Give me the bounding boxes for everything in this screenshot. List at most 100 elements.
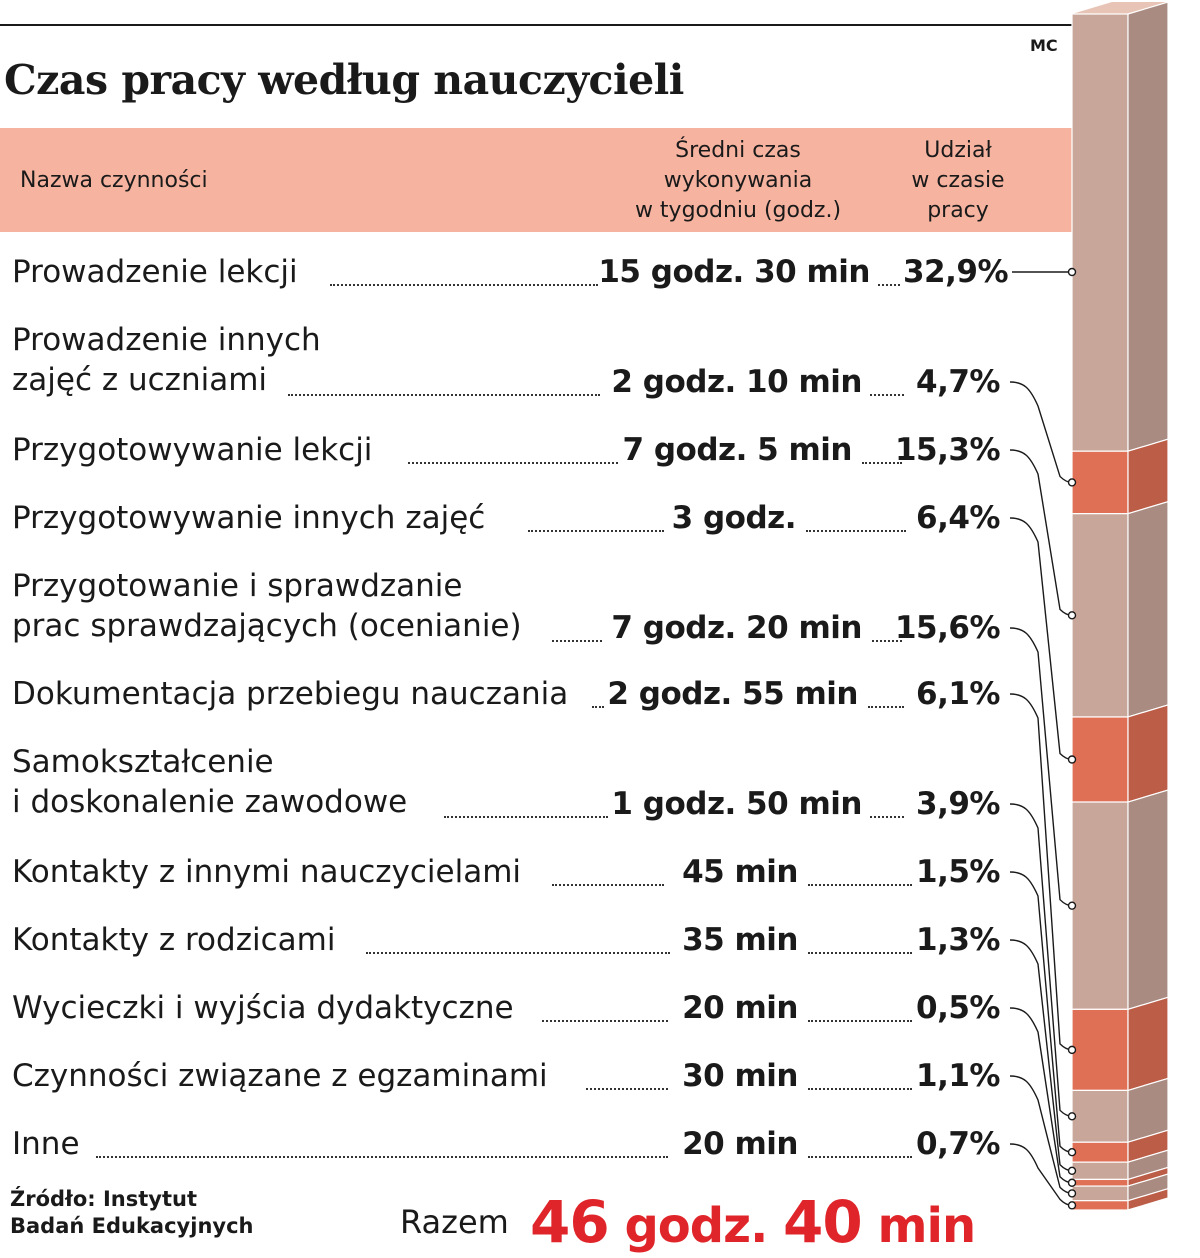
row-time: 35 min [682,922,798,958]
row-time: 7 godz. 5 min [622,432,852,468]
row-time: 15 godz. 30 min [598,254,870,290]
leader-dots [808,1156,912,1158]
row-share: 6,4% [916,500,1000,536]
table-header-band [0,128,1072,232]
header-activity-name: Nazwa czynności [20,168,208,193]
connector-line [1009,517,1073,761]
column-segment-side [1127,704,1169,803]
column-segment-side [1127,1,1169,453]
column-segment [1071,513,1129,718]
source-note: Źródło: Instytut Badań Edukacyjnych [10,1187,254,1238]
connector-line [1009,1075,1073,1195]
row-time: 20 min [682,1126,798,1162]
author-credit: MC [1030,36,1058,55]
row-label: Dokumentacja przebiegu nauczania [12,676,569,712]
row-time: 7 godz. 20 min [611,610,862,646]
connector-dot [1067,755,1077,764]
leader-dots [330,284,598,286]
leader-dots [542,1020,668,1022]
total-hours-unit: godz. [624,1198,768,1254]
leader-dots [96,1156,668,1158]
row-time: 30 min [682,1058,798,1094]
leader-dots [586,1088,668,1090]
leader-dots [808,952,912,954]
row-share: 32,9% [902,254,1009,290]
connector-dot [1067,478,1077,487]
column-segment [1071,13,1129,452]
connector-dot [1067,1189,1077,1198]
row-share: 4,7% [916,364,1000,400]
leader-dots [868,706,904,708]
connector-dot [1067,901,1077,910]
column-segment [1071,1141,1129,1163]
row-label: Wycieczki i wyjścia dydaktyczne [12,990,514,1026]
column-segment [1071,1185,1129,1202]
connector-line [1009,381,1073,484]
connector-line [1009,1143,1073,1207]
chart-title: Czas pracy według nauczycieli [4,56,684,104]
row-label: Przygotowywanie innych zajęć [12,500,486,536]
leader-dots [528,530,664,532]
leader-dots [806,530,906,532]
column-segment [1071,1161,1129,1181]
leader-dots [366,952,670,954]
total-hours: 46 [530,1188,610,1256]
row-label: Inne [12,1126,80,1162]
column-segment [1071,801,1129,1010]
row-time: 1 godz. 50 min [611,786,862,822]
row-share: 15,3% [894,432,1001,468]
row-share: 1,5% [916,854,1000,890]
row-share: 0,7% [916,1126,1000,1162]
leader-dots [862,462,902,464]
leader-dots [870,816,904,818]
leader-dots [592,706,604,708]
column-segment [1071,450,1129,515]
leader-dots [870,394,904,396]
row-share: 3,9% [916,786,1000,822]
top-rule [0,24,1072,26]
leader-dots [444,816,608,818]
row-label: Kontakty z rodzicami [12,922,336,958]
row-label: Przygotowanie i sprawdzanie prac sprawdz… [12,568,522,644]
connector-dot [1067,1045,1077,1055]
column-segment-side [1127,438,1169,515]
column-segment-side [1127,996,1169,1092]
row-time: 45 min [682,854,798,890]
leader-dots [552,884,664,886]
column-segment [1071,716,1129,803]
connector-dot [1067,611,1077,620]
connector-dot [1067,1201,1077,1210]
column-segment [1071,1200,1129,1211]
column-segment [1071,1178,1129,1187]
total-value: 46 godz. 40 min [530,1188,976,1256]
leader-dots [808,1020,912,1022]
total-label: Razem [400,1203,509,1241]
row-time: 2 godz. 10 min [611,364,862,400]
header-average-time: Średni czas wykonywania w tygodniu (godz… [634,138,842,223]
connector-line [1009,449,1073,617]
connector-dot [1067,267,1077,277]
total-minutes-unit: min [877,1198,976,1254]
row-share: 1,3% [916,922,1000,958]
row-label: Prowadzenie innych zajęć z uczniami [12,322,321,398]
column-segment [1071,1008,1129,1091]
row-label: Przygotowywanie lekcji [12,432,373,468]
connector-dot [1067,1112,1077,1121]
header-share: Udział w czasie pracy [911,138,1005,223]
leader-dots [408,462,618,464]
leader-dots [808,884,912,886]
row-share: 15,6% [894,610,1001,646]
leader-dots [808,1088,912,1090]
row-share: 6,1% [916,676,1000,712]
column-segment-side [1127,1187,1169,1211]
row-label: Samokształcenie i doskonalenie zawodowe [12,744,408,820]
connector-dot [1067,1147,1077,1157]
connector-dot [1067,1178,1077,1187]
leader-dots [552,640,602,642]
row-share: 1,1% [916,1058,1000,1094]
connector-dot [1067,1166,1077,1175]
connector-line [1009,1007,1073,1184]
connector-line [1009,803,1073,1118]
row-label: Kontakty z innymi nauczycielami [12,854,522,890]
